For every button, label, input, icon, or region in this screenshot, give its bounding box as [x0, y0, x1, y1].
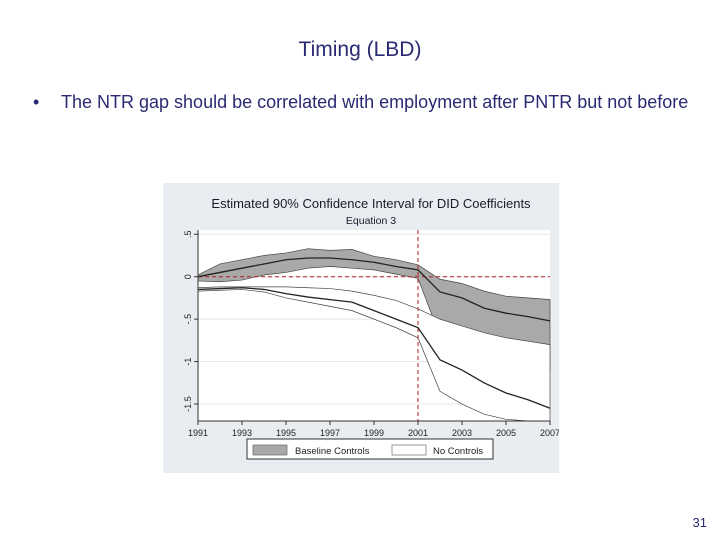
x-tick-label-0: 1991 [188, 428, 208, 438]
x-tick-label-5: 2001 [408, 428, 428, 438]
x-tick-label-3: 1997 [320, 428, 340, 438]
bullet-text: The NTR gap should be correlated with em… [61, 92, 689, 112]
legend-box [246, 438, 494, 460]
y-tick-label-2: -.5 [183, 314, 193, 325]
estimate-line-1 [197, 287, 551, 409]
legend-swatch-no-controls [391, 444, 427, 456]
legend-label-no-controls: No Controls [433, 446, 483, 457]
bullet-marker: • [33, 92, 40, 112]
series-lines [197, 257, 551, 409]
page-number: 31 [692, 515, 707, 530]
legend-label-baseline: Baseline Controls [295, 446, 370, 457]
axes: .5 0 -.5 -1 -1.5 1991 1993 1995 1997 1999 2001 2003… [183, 230, 559, 438]
x-tick-label-8: 2007 [540, 428, 559, 438]
legend: Baseline Controls No Controls [246, 438, 494, 460]
x-tick-label-2: 1995 [276, 428, 296, 438]
did-coefficient-chart: Estimated 90% Confidence Interval for DI… [183, 196, 559, 460]
chart-frame: Estimated 90% Confidence Interval for DI… [163, 183, 559, 473]
estimate-line-0 [197, 257, 551, 322]
slide-title: Timing (LBD) [298, 38, 422, 61]
x-tick-label-6: 2003 [452, 428, 472, 438]
chart-subtitle: Equation 3 [346, 215, 396, 227]
legend-swatch-baseline [252, 444, 288, 456]
x-tick-label-4: 1999 [364, 428, 384, 438]
x-tick-label-7: 2005 [496, 428, 516, 438]
y-tick-label-0: .5 [183, 230, 193, 238]
x-tick-label-1: 1993 [232, 428, 252, 438]
y-tick-label-1: 0 [183, 274, 193, 279]
y-tick-label-3: -1 [183, 358, 193, 366]
y-tick-label-4: -1.5 [183, 396, 193, 412]
reference-lines [198, 230, 550, 421]
chart-title: Estimated 90% Confidence Interval for DI… [211, 196, 531, 211]
